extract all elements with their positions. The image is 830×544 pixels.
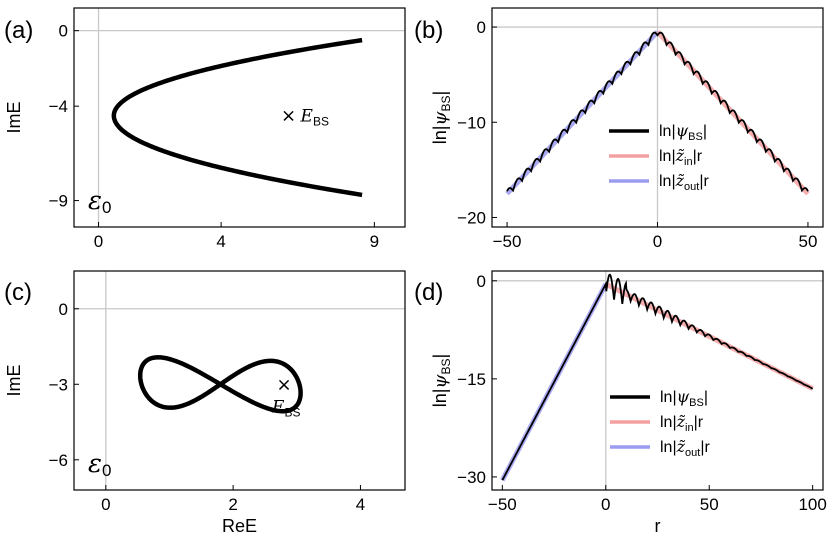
y-tick-label: −20 xyxy=(457,208,486,227)
x-tick-label: −50 xyxy=(488,495,517,514)
y-tick-label: −30 xyxy=(457,468,486,487)
x-axis-label: ReE xyxy=(222,516,257,536)
y-tick-label: 0 xyxy=(59,300,68,319)
x-tick-label: 2 xyxy=(228,495,237,514)
legend-label: ln|z̃in|r xyxy=(660,412,704,434)
x-axis-label: r xyxy=(655,516,661,536)
y-axis-label: ImE xyxy=(4,101,24,133)
plot-area xyxy=(500,273,814,482)
plot-frame xyxy=(491,270,824,491)
y-tick-label: −15 xyxy=(457,370,486,389)
x-tick-label: 50 xyxy=(700,495,719,514)
panel-label: (b) xyxy=(414,17,443,44)
y-tick-label: −3 xyxy=(49,375,68,394)
epsilon-label: ε0 xyxy=(88,186,111,217)
panel-label: (d) xyxy=(414,279,443,306)
y-tick-label: 0 xyxy=(477,272,486,291)
legend-label: ln|z̃out|r xyxy=(660,437,711,459)
psi-bs-curve xyxy=(501,273,814,481)
y-tick-label: 0 xyxy=(59,22,68,41)
y-tick-label: −10 xyxy=(457,113,486,132)
legend-label: ln|ψBS| xyxy=(660,387,708,409)
figure-eight-curve xyxy=(137,355,303,414)
x-tick-label: 100 xyxy=(798,495,826,514)
y-axis-label: ln|ψBS| xyxy=(430,91,453,145)
marker-label: EBS xyxy=(300,107,329,129)
legend-label: ln|z̃in|r xyxy=(659,146,703,168)
marker-label: EBS xyxy=(271,397,300,419)
panel-0: 0 4 9 0 −4 −9 ImE (a) × EBS ε0 xyxy=(4,7,406,251)
panel-label: (a) xyxy=(4,17,33,44)
y-tick-label: −9 xyxy=(49,192,68,211)
x-tick-label: 0 xyxy=(601,495,610,514)
plot-frame xyxy=(73,7,406,228)
y-axis-label: ImE xyxy=(4,364,24,396)
panel-1: −50 0 50 0 −10 −20 ln|ψBS| (b) ln|ψBS| ln|z̃in|r l… xyxy=(414,7,824,251)
marker-x: × xyxy=(281,106,296,127)
x-tick-label: 9 xyxy=(370,232,379,251)
plot-frame xyxy=(73,270,406,491)
psi-bs-curve xyxy=(506,31,809,193)
y-tick-label: −4 xyxy=(49,97,68,116)
plot-area xyxy=(505,30,810,196)
y-tick-label: 0 xyxy=(477,18,486,37)
x-tick-label: 0 xyxy=(653,232,662,251)
panel-label: (c) xyxy=(4,279,32,306)
epsilon-label: ε0 xyxy=(88,449,111,480)
x-tick-label: 4 xyxy=(216,232,225,251)
legend-label: ln|z̃out|r xyxy=(659,171,710,193)
legend-label: ln|ψBS| xyxy=(659,121,707,143)
x-tick-label: 0 xyxy=(101,495,110,514)
panel-3: −50 0 50 100 0 −15 −30 ln|ψBS| r (d) ln|ψBS| ln|z̃i… xyxy=(414,270,827,536)
y-axis-label: ln|ψBS| xyxy=(430,354,453,408)
x-tick-label: 50 xyxy=(798,232,817,251)
x-tick-label: −50 xyxy=(493,232,522,251)
marker-x: × xyxy=(277,374,292,395)
plot-area xyxy=(111,37,363,198)
x-tick-label: 4 xyxy=(356,495,365,514)
spectrum-curve xyxy=(111,37,363,198)
plot-frame xyxy=(491,7,824,228)
x-tick-label: 0 xyxy=(94,232,103,251)
panel-2: 0 2 4 0 −3 −6 ImE ReE (c) ×EBS ε0 xyxy=(4,270,406,536)
plot-area xyxy=(137,355,303,414)
y-tick-label: −6 xyxy=(49,451,68,470)
